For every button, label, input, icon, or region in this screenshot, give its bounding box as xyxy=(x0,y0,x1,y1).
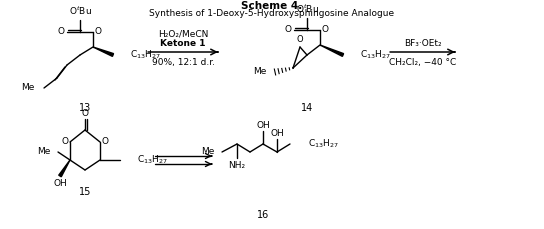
Text: 14: 14 xyxy=(301,103,313,113)
Text: O: O xyxy=(102,137,108,147)
Text: O: O xyxy=(322,25,329,35)
Text: O: O xyxy=(61,137,69,147)
Text: Me: Me xyxy=(201,147,214,156)
Text: CH₂Cl₂, −40 °C: CH₂Cl₂, −40 °C xyxy=(389,57,456,66)
Text: Synthesis of 1-Deoxy-5-Hydroxysphingosine Analogue: Synthesis of 1-Deoxy-5-Hydroxysphingosin… xyxy=(150,9,394,19)
Text: C$_{13}$H$_{27}$: C$_{13}$H$_{27}$ xyxy=(308,138,339,150)
Text: O$^t$Bu: O$^t$Bu xyxy=(69,5,91,17)
Text: 13: 13 xyxy=(79,103,91,113)
Text: NH₂: NH₂ xyxy=(228,161,245,169)
Text: 16: 16 xyxy=(257,210,269,220)
Text: O: O xyxy=(285,25,292,35)
Text: O: O xyxy=(95,27,102,36)
Text: H₂O₂/MeCN: H₂O₂/MeCN xyxy=(158,30,208,38)
Text: Me: Me xyxy=(21,84,34,93)
Text: C$_{13}$H$_{27}$: C$_{13}$H$_{27}$ xyxy=(137,154,168,166)
Text: OH: OH xyxy=(53,180,67,188)
Text: O: O xyxy=(296,35,304,44)
Polygon shape xyxy=(93,47,114,56)
Text: OH: OH xyxy=(256,120,270,130)
Text: Me: Me xyxy=(36,147,50,156)
Text: Me: Me xyxy=(254,68,267,76)
Text: O: O xyxy=(58,27,65,36)
Polygon shape xyxy=(320,45,344,56)
Text: 90%, 12:1 d.r.: 90%, 12:1 d.r. xyxy=(151,57,214,66)
Text: OH: OH xyxy=(270,128,284,137)
Text: Ketone 1: Ketone 1 xyxy=(160,38,206,47)
Text: O: O xyxy=(82,109,89,118)
Text: C$_{13}$H$_{27}$: C$_{13}$H$_{27}$ xyxy=(360,49,391,61)
Text: O$^t$Bu: O$^t$Bu xyxy=(295,3,318,15)
Polygon shape xyxy=(59,160,70,177)
Text: C$_{13}$H$_{27}$: C$_{13}$H$_{27}$ xyxy=(130,49,161,61)
Text: Scheme 4.: Scheme 4. xyxy=(242,1,302,11)
Text: 15: 15 xyxy=(79,187,91,197)
Text: BF₃·OEt₂: BF₃·OEt₂ xyxy=(404,38,441,47)
